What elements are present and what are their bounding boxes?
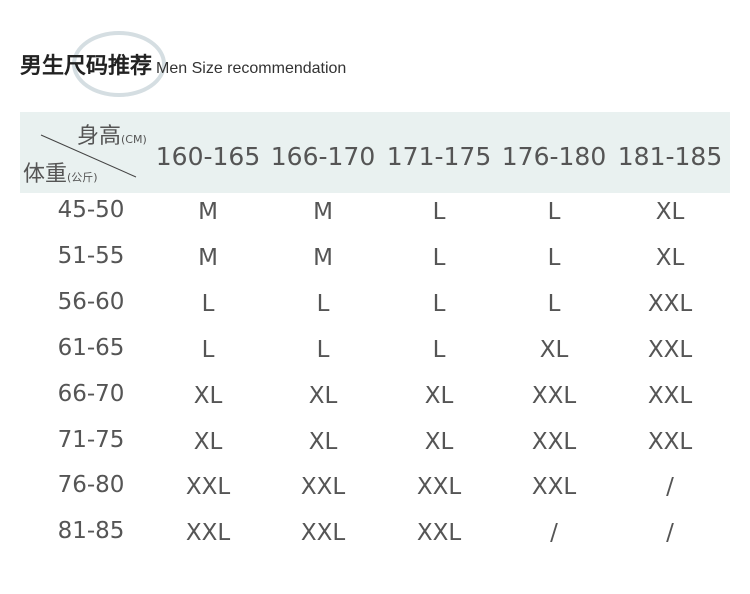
size-cell: XXL: [416, 474, 462, 501]
size-cell: L: [547, 244, 561, 271]
size-cell: XL: [539, 336, 569, 363]
weight-range: 81-85: [57, 518, 125, 545]
size-cell: L: [201, 336, 215, 363]
weight-label: 体重(公斤): [23, 156, 98, 188]
size-cell: XL: [655, 244, 685, 271]
size-cell: XXL: [531, 382, 577, 409]
corner-cell: 身高(CM) 体重(公斤): [20, 112, 160, 193]
table-header: 身高(CM) 体重(公斤) 160-165 166-170 171-175 176-1…: [20, 112, 730, 193]
size-cell: XXL: [300, 520, 346, 547]
size-cell: XL: [424, 428, 454, 455]
size-cell: M: [313, 244, 333, 271]
size-cell: XXL: [647, 336, 693, 363]
size-cell: /: [666, 520, 674, 547]
size-cell: XL: [193, 428, 223, 455]
page-title: 男生尺码推荐 Men Size recommendation: [20, 48, 346, 80]
size-cell: XXL: [647, 428, 693, 455]
size-cell: XL: [655, 199, 685, 225]
weight-range: 71-75: [57, 426, 125, 453]
height-label-text: 身高: [77, 124, 122, 149]
weight-range: 66-70: [57, 380, 125, 407]
size-cell: XXL: [185, 474, 231, 501]
table-row: 66-70 XL XL XL XXL XXL: [0, 381, 750, 427]
decorative-circle: [72, 31, 166, 97]
size-cell: L: [547, 290, 561, 317]
size-cell: XXL: [531, 428, 577, 455]
size-cell: XXL: [647, 382, 693, 409]
table-row: 45-50 M M L L XL: [0, 197, 750, 243]
weight-range: 61-65: [57, 334, 125, 361]
size-cell: L: [316, 290, 330, 317]
column-header: 166-170: [270, 142, 376, 171]
size-cell: M: [198, 199, 218, 225]
size-cell: XXL: [185, 520, 231, 547]
weight-range: 76-80: [57, 472, 125, 499]
column-header: 160-165: [155, 142, 261, 171]
weight-range: 56-60: [57, 288, 125, 315]
weight-unit: (公斤): [67, 171, 98, 184]
table-row: 76-80 XXL XXL XXL XXL /: [0, 472, 750, 518]
column-header: 181-185: [617, 142, 723, 171]
title-chinese: 男生尺码推荐: [20, 54, 153, 79]
table-row: 51-55 M M L L XL: [0, 243, 750, 289]
height-label: 身高(CM): [77, 118, 147, 150]
column-header: 171-175: [386, 142, 492, 171]
diagonal-divider: [40, 134, 137, 178]
size-cell: M: [198, 244, 218, 271]
weight-range: 51-55: [57, 242, 125, 269]
size-cell: L: [201, 290, 215, 317]
size-cell: XXL: [300, 474, 346, 501]
size-cell: L: [432, 244, 446, 271]
size-cell: L: [432, 199, 446, 225]
size-cell: L: [432, 336, 446, 363]
size-cell: L: [316, 336, 330, 363]
height-unit: (CM): [121, 133, 147, 146]
size-cell: XL: [308, 382, 338, 409]
title-english: Men Size recommendation: [156, 60, 347, 77]
size-cell: /: [550, 520, 558, 547]
size-cell: XL: [424, 382, 454, 409]
size-cell: XXL: [531, 474, 577, 501]
column-header: 176-180: [501, 142, 607, 171]
size-cell: /: [666, 474, 674, 501]
size-cell: XXL: [647, 290, 693, 317]
size-cell: XL: [308, 428, 338, 455]
size-cell: XL: [193, 382, 223, 409]
size-cell: XXL: [416, 520, 462, 547]
size-cell: L: [432, 290, 446, 317]
weight-range: 45-50: [57, 197, 125, 223]
size-cell: M: [313, 199, 333, 225]
table-row: 81-85 XXL XXL XXL / /: [0, 518, 750, 564]
size-cell: L: [547, 199, 561, 225]
table-row: 56-60 L L L L XXL: [0, 289, 750, 335]
table-row: 61-65 L L L XL XXL: [0, 335, 750, 381]
table-row: 71-75 XL XL XL XXL XXL: [0, 427, 750, 473]
weight-label-text: 体重: [23, 162, 68, 187]
